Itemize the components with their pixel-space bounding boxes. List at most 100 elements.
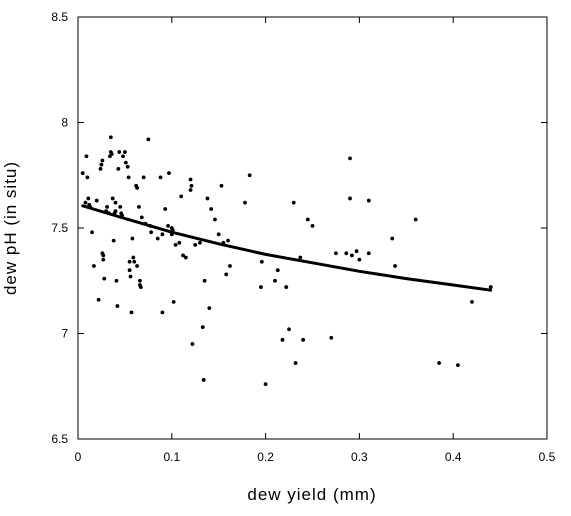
data-point bbox=[470, 299, 474, 304]
data-point bbox=[80, 171, 85, 176]
data-point bbox=[116, 167, 121, 171]
data-point bbox=[111, 238, 116, 243]
data-point bbox=[366, 251, 371, 256]
data-point bbox=[166, 223, 170, 228]
data-point bbox=[86, 196, 91, 201]
data-point bbox=[198, 240, 202, 245]
data-point bbox=[179, 194, 184, 199]
data-point bbox=[226, 238, 230, 243]
data-point bbox=[219, 183, 224, 188]
data-point bbox=[393, 264, 397, 268]
data-point bbox=[123, 150, 127, 154]
x-tick-label: 0.2 bbox=[257, 450, 274, 464]
data-point bbox=[200, 325, 205, 330]
data-point bbox=[259, 259, 264, 264]
data-point bbox=[158, 175, 163, 180]
data-point bbox=[293, 361, 298, 365]
data-point bbox=[99, 162, 104, 167]
data-point bbox=[348, 196, 352, 201]
y-tick-label: 7 bbox=[61, 327, 68, 341]
data-point bbox=[190, 342, 195, 346]
data-point bbox=[171, 299, 176, 304]
data-point bbox=[123, 160, 128, 165]
y-tick-label: 8 bbox=[61, 116, 68, 130]
data-point bbox=[305, 217, 310, 222]
data-point bbox=[263, 382, 268, 387]
data-point bbox=[110, 196, 115, 201]
data-point bbox=[437, 361, 442, 365]
data-point bbox=[163, 207, 168, 211]
x-tick-label: 0.3 bbox=[351, 450, 368, 464]
data-point bbox=[488, 285, 493, 289]
data-point bbox=[213, 217, 217, 222]
y-tick-label: 6.5 bbox=[51, 432, 68, 446]
data-point bbox=[114, 278, 119, 283]
x-tick-label: 0 bbox=[75, 450, 82, 464]
data-point bbox=[113, 200, 118, 205]
data-point bbox=[413, 217, 418, 222]
data-point bbox=[173, 242, 178, 247]
data-point bbox=[117, 150, 122, 154]
data-point bbox=[455, 363, 460, 368]
data-point bbox=[130, 236, 135, 241]
data-point bbox=[102, 276, 107, 281]
data-point bbox=[349, 253, 354, 258]
x-tick-label: 0.1 bbox=[163, 450, 180, 464]
data-point bbox=[334, 251, 338, 256]
data-point bbox=[94, 198, 99, 203]
data-point bbox=[287, 327, 291, 332]
y-axis-title: dew pH (in situ) bbox=[1, 161, 20, 295]
data-point bbox=[109, 152, 114, 157]
data-point bbox=[127, 259, 132, 264]
data-point bbox=[275, 268, 280, 273]
data-point bbox=[118, 205, 123, 209]
data-point bbox=[209, 207, 214, 211]
data-point bbox=[105, 205, 109, 209]
data-point bbox=[113, 209, 118, 214]
data-point bbox=[139, 215, 144, 220]
data-point bbox=[137, 205, 141, 209]
data-point bbox=[243, 200, 247, 205]
data-point bbox=[92, 264, 96, 268]
data-point bbox=[354, 249, 359, 254]
data-point bbox=[98, 167, 103, 171]
x-tick-label: 0.5 bbox=[539, 450, 556, 464]
data-point bbox=[344, 251, 349, 256]
data-point bbox=[132, 259, 137, 264]
data-point bbox=[135, 264, 139, 268]
data-point bbox=[259, 285, 263, 289]
data-point bbox=[108, 135, 113, 140]
data-point bbox=[216, 232, 221, 237]
data-point bbox=[96, 297, 101, 302]
data-point bbox=[121, 154, 125, 159]
x-axis: 0 0.1 0.2 0.3 0.4 0.5 bbox=[75, 17, 556, 464]
data-point bbox=[100, 158, 105, 163]
data-point bbox=[155, 236, 160, 241]
data-point bbox=[201, 378, 206, 382]
data-point bbox=[228, 264, 232, 268]
data-point bbox=[205, 196, 210, 201]
data-point bbox=[273, 278, 277, 283]
plot-frame bbox=[77, 16, 548, 440]
x-axis-title: dew yield (mm) bbox=[247, 485, 376, 504]
data-point bbox=[101, 253, 106, 258]
data-point bbox=[126, 175, 131, 180]
data-point bbox=[160, 232, 165, 237]
data-point bbox=[390, 236, 395, 241]
data-point bbox=[146, 137, 151, 142]
data-point bbox=[193, 242, 198, 247]
y-axis: 6.5 7 7.5 8 8.5 bbox=[51, 10, 547, 446]
data-points bbox=[80, 135, 493, 387]
data-point bbox=[207, 306, 212, 311]
data-point bbox=[138, 278, 142, 283]
data-point bbox=[366, 198, 371, 203]
data-point bbox=[85, 175, 90, 180]
data-point bbox=[83, 200, 88, 205]
data-point bbox=[280, 337, 285, 342]
data-point bbox=[329, 335, 334, 340]
data-point bbox=[131, 255, 136, 260]
data-point bbox=[84, 154, 89, 159]
data-point bbox=[101, 257, 106, 262]
data-point bbox=[125, 164, 130, 169]
